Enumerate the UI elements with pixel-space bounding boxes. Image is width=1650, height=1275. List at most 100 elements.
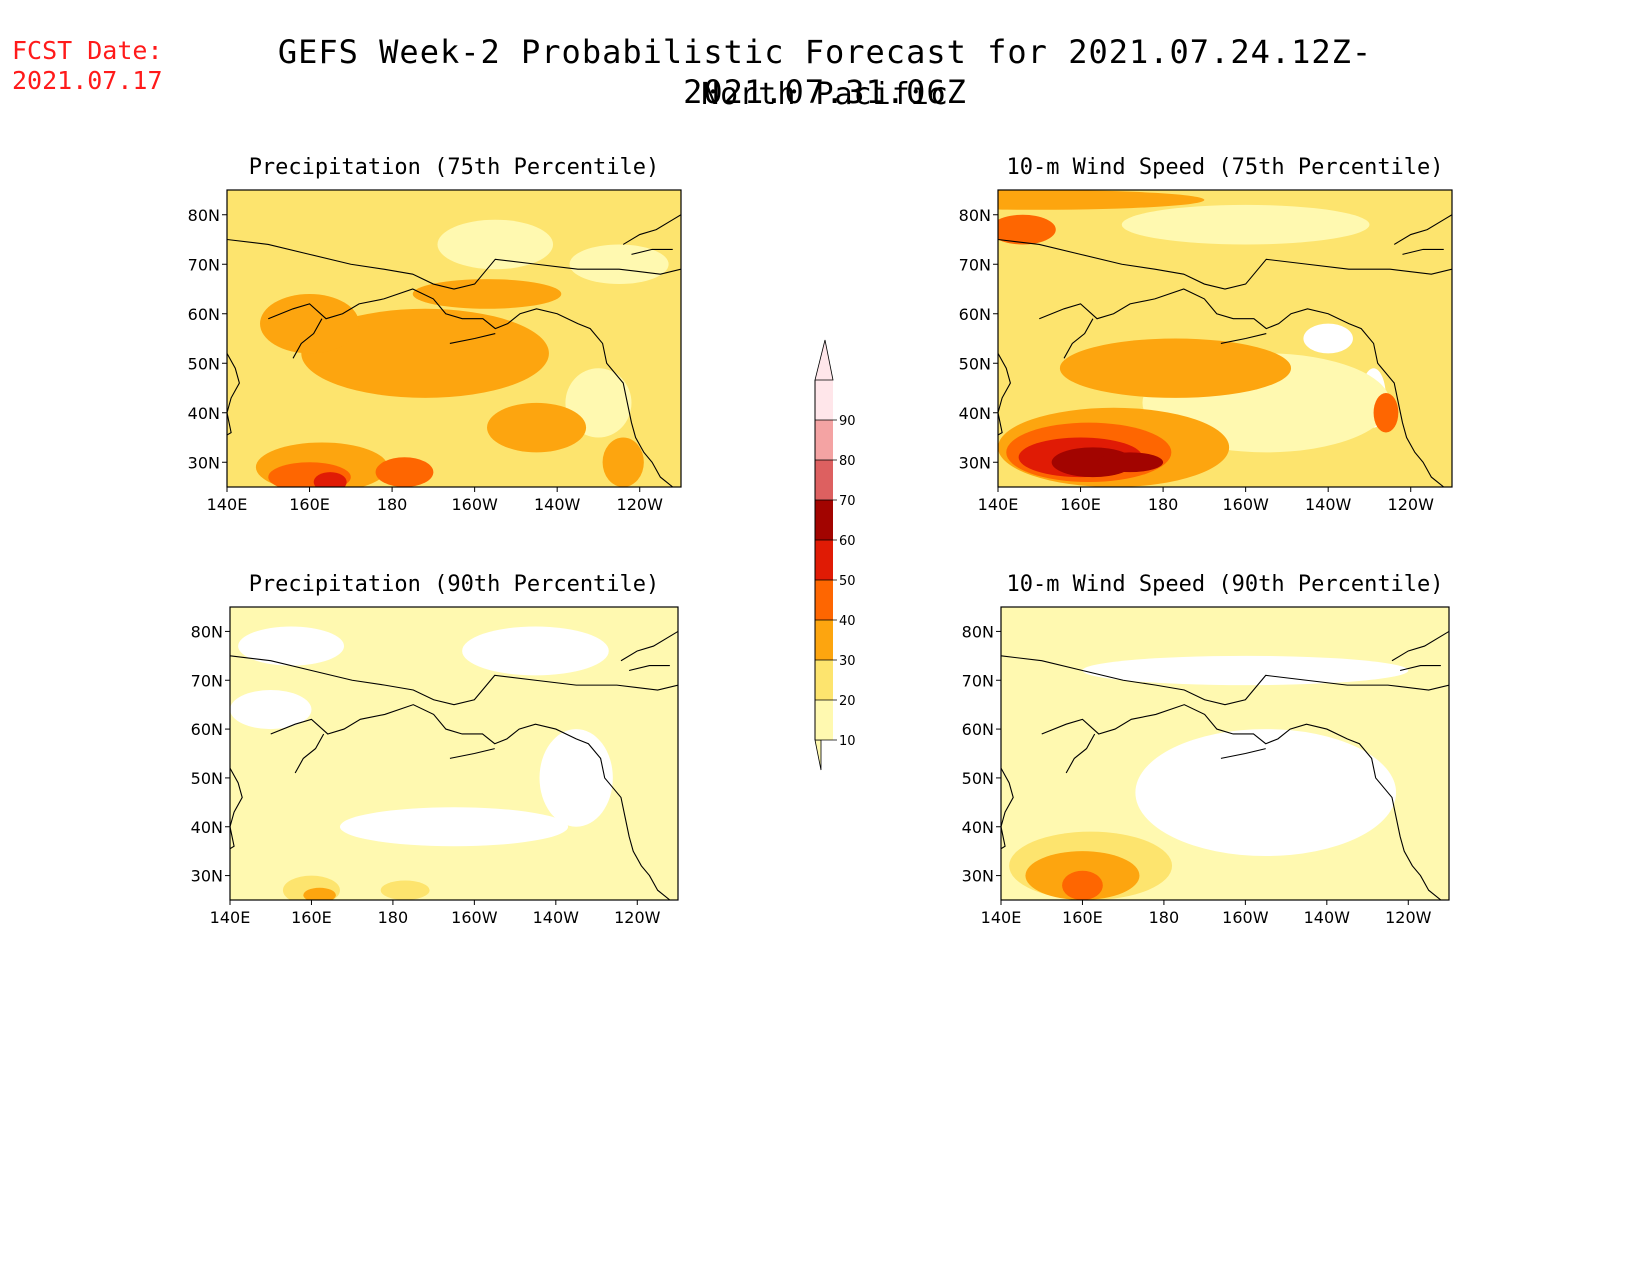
coastline <box>998 238 1452 290</box>
lat-tick-label: 40N <box>962 818 994 837</box>
lon-tick-label: 140E <box>981 908 1022 927</box>
lat-tick-label: 50N <box>959 354 991 373</box>
lat-tick-label: 30N <box>962 867 994 886</box>
coastline <box>1220 748 1266 759</box>
lon-tick-label: 160E <box>291 908 332 927</box>
lat-tick-label: 40N <box>191 818 223 837</box>
coastline <box>1220 333 1267 344</box>
colorbar-label: 30 <box>839 654 856 669</box>
probability-field <box>998 190 1452 487</box>
coastline <box>230 655 678 706</box>
lat-tick-label: 40N <box>959 404 991 423</box>
colorbar-segment <box>815 620 833 660</box>
lat-tick-label: 80N <box>959 206 991 225</box>
map-frame <box>997 189 1453 488</box>
lat-tick-label: 50N <box>191 769 223 788</box>
colorbar-top-triangle <box>814 339 834 381</box>
coastline <box>620 630 678 662</box>
field-contour <box>301 308 549 398</box>
colorbar-segment <box>815 580 833 620</box>
field-contour <box>602 437 644 487</box>
lon-tick-label: 140W <box>534 495 581 514</box>
lat-tick-label: 70N <box>188 255 220 274</box>
coastline <box>1001 767 1014 850</box>
field-contour <box>998 214 1056 245</box>
field-contour <box>1135 729 1397 857</box>
field-contour <box>1062 870 1103 900</box>
page-title: GEFS Week-2 Probabilistic Forecast for 2… <box>277 33 1373 111</box>
panel-title: Precipitation (90th Percentile) <box>249 572 660 597</box>
page-subtitle: North Pacific <box>701 77 949 112</box>
map-frame <box>229 606 679 901</box>
field-contour <box>1097 452 1164 473</box>
lon-tick-label: 140W <box>1305 495 1352 514</box>
coastline <box>294 733 325 774</box>
map-panel-precip90: Precipitation (90th Percentile) 140E 160E 1… <box>191 572 679 927</box>
lon-tick-label: 160W <box>451 908 498 927</box>
coastline <box>1399 665 1441 672</box>
field-contour <box>238 626 345 666</box>
lat-tick-label: 80N <box>188 206 220 225</box>
coastline <box>449 333 496 344</box>
coastline <box>622 214 681 245</box>
coastline <box>1001 655 1449 706</box>
lat-tick-label: 40N <box>188 404 220 423</box>
field-contour <box>375 457 434 487</box>
field-contour <box>260 293 360 354</box>
field-contour <box>380 880 430 900</box>
field-contour <box>313 472 347 487</box>
forecast-date-caption: FCST Date: <box>12 36 163 65</box>
colorbar-label: 40 <box>839 614 856 629</box>
colorbar-segment <box>815 460 833 500</box>
lat-tick-label: 60N <box>962 720 994 739</box>
lon-tick-label: 160E <box>1062 908 1103 927</box>
colorbar-segment <box>815 540 833 580</box>
coastline <box>227 353 240 436</box>
lon-tick-label: 160E <box>289 495 330 514</box>
lon-tick-label: 120W <box>614 908 661 927</box>
field-contour <box>303 887 336 900</box>
map-panel-wind90: 10-m Wind Speed (90th Percentile) 140E 160… <box>962 572 1450 927</box>
colorbar-label: 80 <box>839 454 856 469</box>
lat-tick-label: 70N <box>959 255 991 274</box>
colorbar-label: 50 <box>839 574 856 589</box>
coastline <box>270 704 671 900</box>
lon-tick-label: 140W <box>533 908 580 927</box>
lon-tick-label: 140E <box>210 908 251 927</box>
field-contour <box>1121 204 1370 245</box>
field-contour <box>1303 323 1353 354</box>
lat-tick-label: 70N <box>191 671 223 690</box>
field-contour <box>569 244 669 285</box>
colorbar-label: 10 <box>839 734 856 749</box>
field-contour <box>1373 392 1399 433</box>
lat-tick-label: 50N <box>188 354 220 373</box>
colorbar-segment <box>815 420 833 460</box>
panel-title: 10-m Wind Speed (90th Percentile) <box>1006 572 1443 597</box>
map-frame <box>1000 606 1450 901</box>
panel-title: Precipitation (75th Percentile) <box>249 155 660 180</box>
coastline <box>1065 733 1096 774</box>
coastline <box>631 248 673 255</box>
lat-tick-label: 70N <box>962 671 994 690</box>
lon-tick-label: 120W <box>617 495 664 514</box>
probability-field <box>1001 607 1449 900</box>
forecast-date-value: 2021.07.17 <box>12 66 163 95</box>
field-contour <box>998 190 1205 210</box>
field-contour <box>1059 338 1292 398</box>
colorbar-segment <box>815 500 833 540</box>
lon-tick-label: 120W <box>1385 908 1432 927</box>
lat-tick-label: 60N <box>188 305 220 324</box>
lat-tick-label: 80N <box>962 622 994 641</box>
lon-tick-label: 180 <box>377 495 408 514</box>
colorbar-bottom-triangle <box>814 739 822 771</box>
probability-field <box>227 190 681 487</box>
field-contour <box>462 626 609 676</box>
coastline <box>227 238 681 290</box>
field-contour <box>437 219 554 270</box>
coastline <box>628 665 670 672</box>
coastline <box>1041 704 1442 900</box>
coastline <box>998 353 1011 436</box>
coastline <box>1402 248 1444 255</box>
map-panel-wind75: 10-m Wind Speed (75th Percentile) 140E 160… <box>959 155 1453 514</box>
